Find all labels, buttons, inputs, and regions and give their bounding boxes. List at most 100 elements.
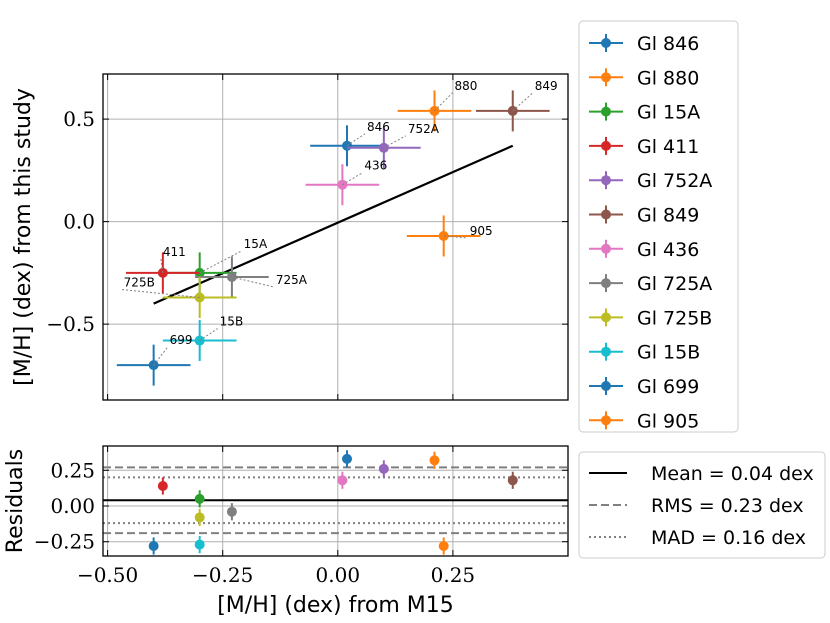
residual-marker — [378, 463, 389, 474]
x-ticks: −0.50 −0.25 0.00 0.25 — [77, 74, 475, 587]
legend-marker — [601, 278, 611, 289]
top-y-ticks: 0.5 0.0 −0.5 — [46, 107, 568, 336]
legend-entry: Gl 699 — [589, 376, 699, 398]
legend-marker — [601, 381, 611, 391]
top-y-tick-label: −0.5 — [46, 312, 95, 336]
residual-point — [342, 450, 353, 468]
legend-marker — [601, 38, 611, 48]
legend-entry: Gl 905 — [589, 410, 699, 432]
legend-marker — [601, 346, 611, 357]
annotation-label-436: 436 — [364, 159, 387, 173]
annotation-label-15b: 15B — [220, 315, 244, 329]
annotation-label-846: 846 — [367, 120, 390, 134]
residual-point — [194, 536, 205, 554]
legend-entry: Gl 725B — [589, 307, 712, 329]
residual-point — [438, 537, 449, 555]
annotation-leader — [512, 92, 534, 112]
residual-marker — [429, 455, 440, 466]
annotation-label-849: 849 — [535, 79, 558, 93]
annotation-label-699: 699 — [170, 333, 193, 347]
legend-marker — [601, 106, 611, 117]
residual-point — [337, 471, 348, 489]
legend-label: Gl 725B — [637, 307, 712, 329]
residual-point — [148, 537, 159, 555]
fit-line — [153, 144, 514, 305]
legend-label: Gl 436 — [637, 239, 699, 261]
legend-entry: Gl 752A — [589, 170, 712, 192]
annotation-label-725b: 725B — [124, 275, 155, 289]
annotation-label-880: 880 — [454, 79, 477, 93]
bottom-plot-frame — [102, 445, 569, 557]
x-axis-label: [M/H] (dex) from M15 — [217, 593, 454, 618]
x-tick-label: −0.25 — [192, 563, 253, 587]
residual-marker — [194, 493, 205, 504]
bottom-y-tick-label: 0.25 — [50, 458, 95, 482]
legend-marker — [601, 140, 611, 151]
legend-marker — [601, 209, 611, 220]
annotation-leader — [443, 235, 468, 239]
annotation-leader — [231, 276, 275, 288]
legend-label: Gl 846 — [637, 33, 699, 55]
legend-marker — [601, 72, 611, 83]
bottom-y-tick-label: 0.00 — [50, 494, 95, 518]
top-y-tick-label: 0.0 — [63, 210, 95, 234]
legend-label: Gl 411 — [637, 136, 699, 158]
legend-entry: Gl 436 — [589, 239, 699, 261]
residual-marker — [438, 541, 449, 551]
bottom-legend: Mean = 0.04 dex RMS = 0.23 dex MAD = 0.16 … — [578, 451, 826, 559]
legend-label: RMS = 0.23 dex — [651, 495, 804, 517]
legend-entry: Gl 725A — [589, 273, 712, 295]
legend-marker — [601, 175, 611, 186]
point-annotations: 846 880 15A 411 752A 849 436 725A 725B 15B 699 905 — [121, 79, 558, 366]
top-legend: Gl 846 Gl 880 Gl 15A Gl 411 Gl 752A Gl 849 Gl … — [578, 20, 739, 433]
legend-box — [578, 451, 826, 559]
legend-entry: RMS = 0.23 dex — [589, 495, 804, 517]
x-tick-label: −0.50 — [77, 563, 138, 587]
residual-marker — [194, 539, 205, 550]
annotation-leader — [383, 135, 407, 149]
residual-reference-lines — [103, 466, 568, 535]
legend-marker — [601, 312, 611, 323]
legend-entry: Gl 849 — [589, 205, 699, 227]
legend-label: Gl 725A — [637, 273, 712, 295]
annotation-leader — [121, 288, 200, 298]
legend-marker — [601, 243, 611, 254]
legend-marker — [601, 415, 611, 426]
bottom-y-ticks: 0.25 0.00 −0.25 — [34, 458, 568, 554]
legend-label: Gl 15A — [637, 102, 700, 124]
top-y-tick-label: 0.5 — [63, 107, 95, 131]
residual-point — [226, 503, 237, 521]
legend-label: Gl 849 — [637, 205, 699, 227]
annotation-label-905: 905 — [470, 224, 493, 238]
bottom-y-axis-label: Residuals — [3, 449, 28, 553]
residual-point — [507, 471, 518, 489]
legend-label: Gl 15B — [637, 342, 700, 364]
legend-label: MAD = 0.16 dex — [651, 527, 806, 549]
residual-marker — [342, 453, 353, 464]
annotation-label-752a: 752A — [408, 122, 440, 136]
residual-marker — [337, 475, 348, 486]
residual-marker — [226, 506, 237, 517]
top-plot-frame — [102, 73, 569, 401]
legend-label: Gl 699 — [637, 376, 699, 398]
residual-points — [148, 450, 518, 555]
legend-entry: Gl 846 — [589, 33, 699, 55]
annotation-leader — [199, 250, 242, 274]
residual-point — [378, 460, 389, 478]
residual-marker — [148, 541, 159, 551]
residual-marker — [507, 475, 518, 486]
top-grid — [103, 74, 568, 400]
legend-label: Mean = 0.04 dex — [651, 463, 814, 485]
legend-label: Gl 905 — [637, 410, 699, 432]
annotation-label-411: 411 — [163, 245, 186, 259]
annotation-leader — [434, 92, 453, 112]
residual-point — [194, 490, 205, 508]
legend-entry: Gl 15B — [589, 342, 700, 364]
top-y-axis-label: [M/H] (dex) from this study — [11, 88, 36, 386]
x-tick-label: 0.00 — [316, 563, 361, 587]
legend-entry: MAD = 0.16 dex — [589, 527, 806, 549]
legend-entry: Mean = 0.04 dex — [589, 463, 814, 485]
legend-label: Gl 880 — [637, 67, 699, 89]
annotation-label-15a: 15A — [244, 237, 268, 251]
